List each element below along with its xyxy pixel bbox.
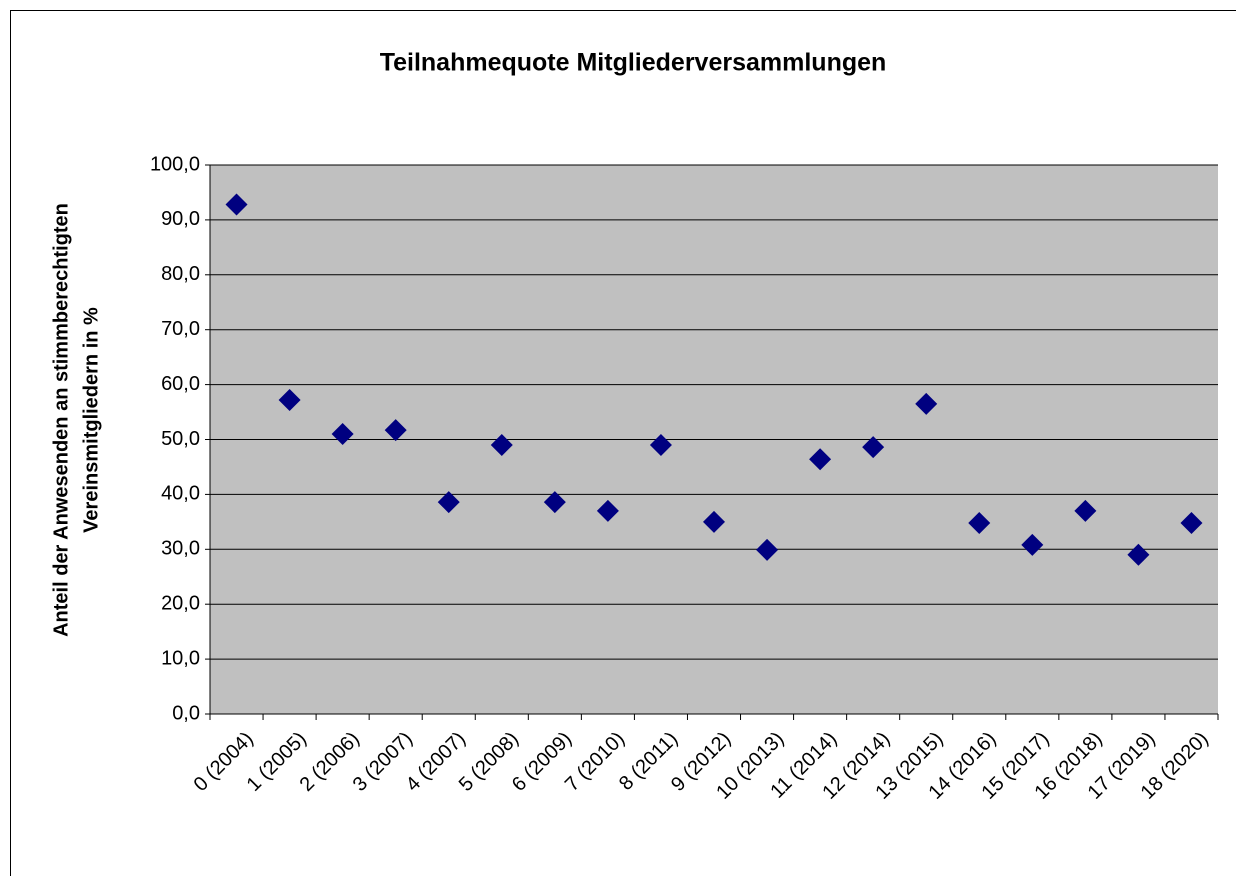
marker xyxy=(490,433,513,456)
y-tick-label: 0,0 xyxy=(172,702,200,724)
marker xyxy=(915,392,938,415)
y-tick-label: 100,0 xyxy=(150,153,200,175)
marker xyxy=(384,419,407,442)
marker xyxy=(278,388,301,411)
marker xyxy=(331,423,354,446)
marker xyxy=(809,448,832,471)
y-tick-label: 10,0 xyxy=(161,647,200,669)
marker xyxy=(756,538,779,561)
y-tick-label: 70,0 xyxy=(161,318,200,340)
y-tick-label: 30,0 xyxy=(161,538,200,560)
y-axis-label: Vereinsmitgliedern in % xyxy=(80,307,102,533)
y-tick-label: 40,0 xyxy=(161,483,200,505)
marker xyxy=(225,193,248,216)
y-tick-label: 50,0 xyxy=(161,428,200,450)
marker xyxy=(703,510,725,533)
marker xyxy=(1180,511,1203,534)
y-tick-label: 80,0 xyxy=(161,263,200,285)
y-tick-label: 60,0 xyxy=(161,373,200,395)
marker xyxy=(649,433,672,456)
y-tick-label: 90,0 xyxy=(161,208,200,230)
marker xyxy=(596,499,619,522)
marker xyxy=(543,491,566,514)
marker xyxy=(968,511,991,534)
chart-title: Teilnahmequote Mitgliederversammlungen xyxy=(380,49,887,77)
marker xyxy=(1074,499,1097,522)
y-tick-label: 20,0 xyxy=(161,592,200,614)
marker xyxy=(1127,543,1150,566)
marker xyxy=(437,491,460,514)
marker xyxy=(1021,533,1044,556)
marker xyxy=(862,436,885,459)
y-axis-label: Anteil der Anwesenden an stimmberechtigt… xyxy=(50,203,72,637)
